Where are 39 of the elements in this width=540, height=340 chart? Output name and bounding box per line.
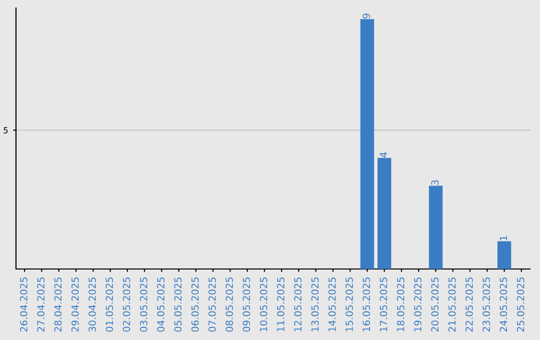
x-tick-label: 26.04.2025 [20, 277, 28, 332]
bar [428, 186, 443, 269]
x-tick-label: 28.04.2025 [54, 277, 62, 332]
x-tick-label: 10.05.2025 [260, 277, 268, 332]
x-tick-label: 14.05.2025 [328, 277, 336, 332]
x-tick-label: 30.04.2025 [88, 277, 96, 332]
x-tick-label: 04.05.2025 [157, 277, 164, 332]
x-tick-label: 22.05.2025 [466, 277, 473, 332]
x-tick-label: 24.05.2025 [500, 277, 508, 332]
data-label: 4 [380, 152, 388, 158]
x-tick-label: 29.04.2025 [71, 277, 79, 332]
x-tick-label: 23.05.2025 [482, 277, 490, 332]
x-tick-label: 17.05.2025 [380, 277, 388, 332]
x-tick-label: 05.05.2025 [174, 277, 182, 332]
x-tick-label: 16.05.2025 [362, 277, 370, 332]
y-tick-label: 5 [4, 127, 8, 134]
x-tick-label: 19.05.2025 [414, 277, 422, 332]
x-tick-label: 09.05.2025 [242, 277, 250, 332]
x-tick-label: 13.05.2025 [311, 277, 319, 332]
x-tick-label: 25.05.2025 [516, 277, 524, 332]
x-tick-label: 11.05.2025 [277, 277, 284, 332]
bar [497, 241, 512, 269]
x-tick-label: 20.05.2025 [431, 277, 439, 332]
x-tick-label: 15.05.2025 [346, 277, 353, 332]
x-tick-label: 12.05.2025 [294, 277, 302, 332]
bar [360, 19, 374, 269]
x-tick-label: 27.04.2025 [37, 277, 45, 332]
x-tick-label: 02.05.2025 [122, 277, 130, 332]
x-tick-label: 08.05.2025 [226, 277, 233, 332]
data-label: 1 [500, 236, 507, 240]
x-tick-label: 03.05.2025 [140, 277, 148, 332]
data-label: 3 [431, 180, 439, 185]
x-tick-label: 06.05.2025 [191, 277, 199, 332]
x-tick-label: 21.05.2025 [448, 277, 456, 332]
data-label: 9 [362, 14, 370, 18]
bar [378, 158, 392, 269]
x-tick-label: 01.05.2025 [106, 277, 114, 332]
x-tick-label: 18.05.2025 [396, 277, 404, 332]
x-tick-label: 07.05.2025 [208, 277, 216, 332]
